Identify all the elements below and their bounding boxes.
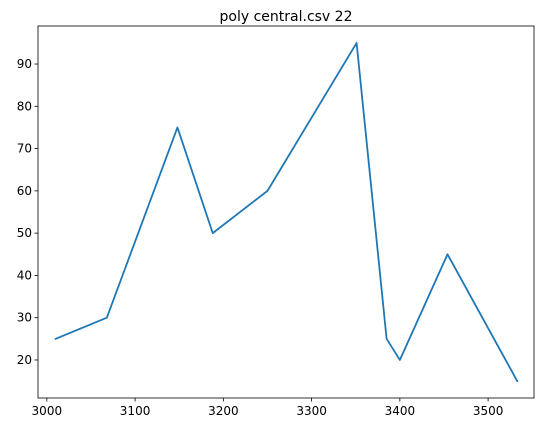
y-axis: 20 30 40 50 60 70 80 90 <box>17 57 38 367</box>
series-layer <box>54 42 519 383</box>
y-tick-label: 70 <box>17 142 32 156</box>
y-tick-label: 50 <box>17 226 32 240</box>
y-tick-label: 30 <box>17 311 32 325</box>
plot-frame <box>37 25 535 399</box>
x-tick-label: 3100 <box>120 404 151 418</box>
y-tick-label: 20 <box>17 353 32 367</box>
y-tick-label: 40 <box>17 268 32 282</box>
x-tick-label: 3000 <box>32 404 63 418</box>
x-tick-label: 3500 <box>473 404 504 418</box>
y-tick-label: 80 <box>17 99 32 113</box>
x-tick-label: 3200 <box>208 404 239 418</box>
y-tick-label: 60 <box>17 184 32 198</box>
x-axis: 3000 3100 3200 3300 3400 3500 <box>32 398 504 418</box>
plot-background <box>38 26 534 398</box>
y-tick-label: 90 <box>17 57 32 71</box>
x-tick-label: 3400 <box>385 404 416 418</box>
series-line-0 <box>54 42 519 383</box>
x-tick-label: 3300 <box>296 404 327 418</box>
chart-title: poly central.csv 22 <box>220 9 353 25</box>
